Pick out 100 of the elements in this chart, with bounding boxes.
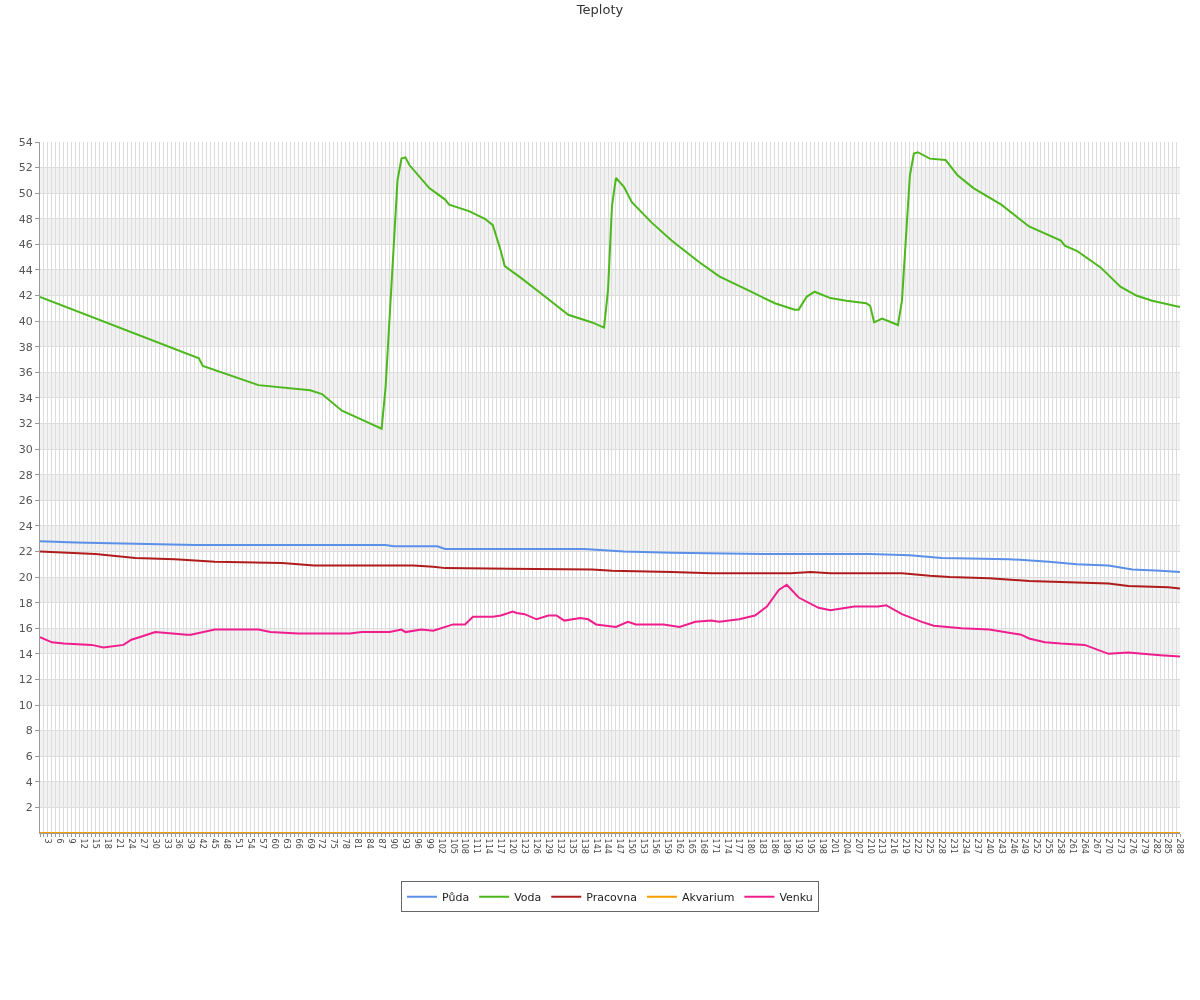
x-tick-label: 156 xyxy=(651,838,661,854)
x-tick-label: 105 xyxy=(448,838,458,854)
y-tick-label: 32 xyxy=(18,417,33,431)
x-tick-label: 24 xyxy=(126,838,136,849)
x-tick-label: 210 xyxy=(865,838,875,854)
x-tick-label: 264 xyxy=(1080,838,1090,854)
x-tick-label: 267 xyxy=(1091,838,1101,854)
x-tick-label: 162 xyxy=(674,838,684,854)
legend-label: Pracovna xyxy=(586,891,637,905)
x-tick-label: 63 xyxy=(281,838,291,849)
y-tick-label: 38 xyxy=(18,340,33,354)
x-tick-label: 144 xyxy=(603,838,613,854)
line-series xyxy=(40,583,1180,658)
x-tick-label: 207 xyxy=(853,838,863,854)
x-tick-label: 96 xyxy=(412,838,422,849)
x-tick-label: 255 xyxy=(1044,838,1054,854)
y-tick-label: 10 xyxy=(18,698,33,712)
y-tick-label: 42 xyxy=(18,289,33,303)
y-tick-label: 8 xyxy=(25,724,33,738)
x-tick-label: 186 xyxy=(770,838,780,854)
x-tick-label: 78 xyxy=(341,838,351,849)
x-tick-label: 99 xyxy=(424,838,434,849)
x-tick-label: 126 xyxy=(531,838,541,854)
x-tick-label: 171 xyxy=(710,838,720,854)
x-tick-label: 9 xyxy=(67,838,77,844)
line-series xyxy=(40,151,1180,430)
x-tick-label: 84 xyxy=(365,838,375,849)
y-tick-label: 40 xyxy=(18,315,33,328)
x-tick-label: 270 xyxy=(1103,838,1113,854)
x-tick-label: 138 xyxy=(579,838,589,854)
x-tick-label: 132 xyxy=(555,838,565,854)
x-tick-label: 45 xyxy=(210,838,220,849)
x-tick-label: 201 xyxy=(829,838,839,854)
x-tick-label: 39 xyxy=(186,838,196,849)
x-tick-label: 30 xyxy=(150,838,160,849)
y-tick-label: 36 xyxy=(18,366,33,380)
x-tick-label: 93 xyxy=(400,838,410,849)
x-tick-label: 234 xyxy=(960,838,970,854)
legend-label: Akvarium xyxy=(681,891,735,905)
x-tick-label: 249 xyxy=(1020,838,1030,854)
y-tick-label: 14 xyxy=(18,647,33,661)
x-tick-label: 72 xyxy=(317,838,327,849)
x-tick-label: 147 xyxy=(615,838,625,854)
x-tick-label: 18 xyxy=(102,838,112,849)
y-tick-label: 24 xyxy=(18,519,33,533)
y-tick-label: 34 xyxy=(18,391,33,405)
x-tick-label: 198 xyxy=(817,838,827,854)
x-tick-label: 36 xyxy=(174,838,184,849)
x-tick-label: 177 xyxy=(734,838,744,854)
x-tick-label: 87 xyxy=(377,838,386,849)
x-tick-label: 3 xyxy=(43,838,53,844)
y-tick-label: 22 xyxy=(18,545,33,559)
x-tick-label: 54 xyxy=(245,838,255,849)
x-tick-label: 168 xyxy=(698,838,708,854)
x-tick-label: 285 xyxy=(1163,838,1173,854)
x-tick-label: 90 xyxy=(388,838,398,849)
x-tick-label: 6 xyxy=(55,838,65,844)
y-tick-label: 44 xyxy=(18,263,33,277)
line-series xyxy=(40,550,1180,590)
x-tick-label: 102 xyxy=(436,838,446,854)
y-tick-label: 12 xyxy=(18,673,33,687)
x-tick-label: 48 xyxy=(222,838,232,849)
x-tick-label: 153 xyxy=(639,838,649,854)
x-tick-label: 135 xyxy=(567,838,577,854)
x-tick-label: 225 xyxy=(925,838,935,854)
x-tick-label: 192 xyxy=(794,838,804,854)
x-tick-label: 66 xyxy=(293,838,303,849)
x-tick-label: 108 xyxy=(460,838,470,854)
y-tick-label: 18 xyxy=(18,596,33,610)
x-tick-label: 174 xyxy=(722,838,732,854)
x-tick-label: 117 xyxy=(496,838,506,854)
x-tick-label: 129 xyxy=(543,838,553,854)
x-tick-label: 183 xyxy=(758,838,768,854)
x-tick-label: 213 xyxy=(877,838,887,854)
x-tick-label: 21 xyxy=(114,838,124,849)
y-tick-label: 6 xyxy=(25,750,33,764)
x-tick-label: 189 xyxy=(782,838,792,854)
x-tick-label: 111 xyxy=(472,838,482,854)
y-tick-label: 54 xyxy=(18,135,33,149)
x-tick-label: 231 xyxy=(948,838,958,854)
legend-label: Venku xyxy=(779,891,813,905)
x-tick-label: 33 xyxy=(162,838,172,849)
y-tick-label: 50 xyxy=(18,187,33,201)
x-tick-label: 246 xyxy=(1008,838,1018,854)
x-tick-label: 288 xyxy=(1175,838,1185,854)
x-tick-label: 237 xyxy=(972,838,982,854)
x-tick-label: 204 xyxy=(841,838,851,854)
x-tick-label: 114 xyxy=(484,838,494,854)
x-tick-label: 165 xyxy=(686,838,696,854)
legend-label: Půda xyxy=(442,891,470,905)
y-tick-label: 30 xyxy=(18,442,33,456)
x-tick-label: 243 xyxy=(996,838,1006,854)
y-tick-label: 4 xyxy=(25,775,33,789)
y-tick-label: 2 xyxy=(25,801,33,815)
x-tick-label: 120 xyxy=(508,838,518,854)
y-tick-label: 48 xyxy=(18,212,33,226)
y-tick-label: 26 xyxy=(18,494,33,508)
x-tick-label: 258 xyxy=(1056,838,1066,854)
y-tick-label: 28 xyxy=(18,468,33,482)
x-tick-label: 195 xyxy=(805,838,815,854)
